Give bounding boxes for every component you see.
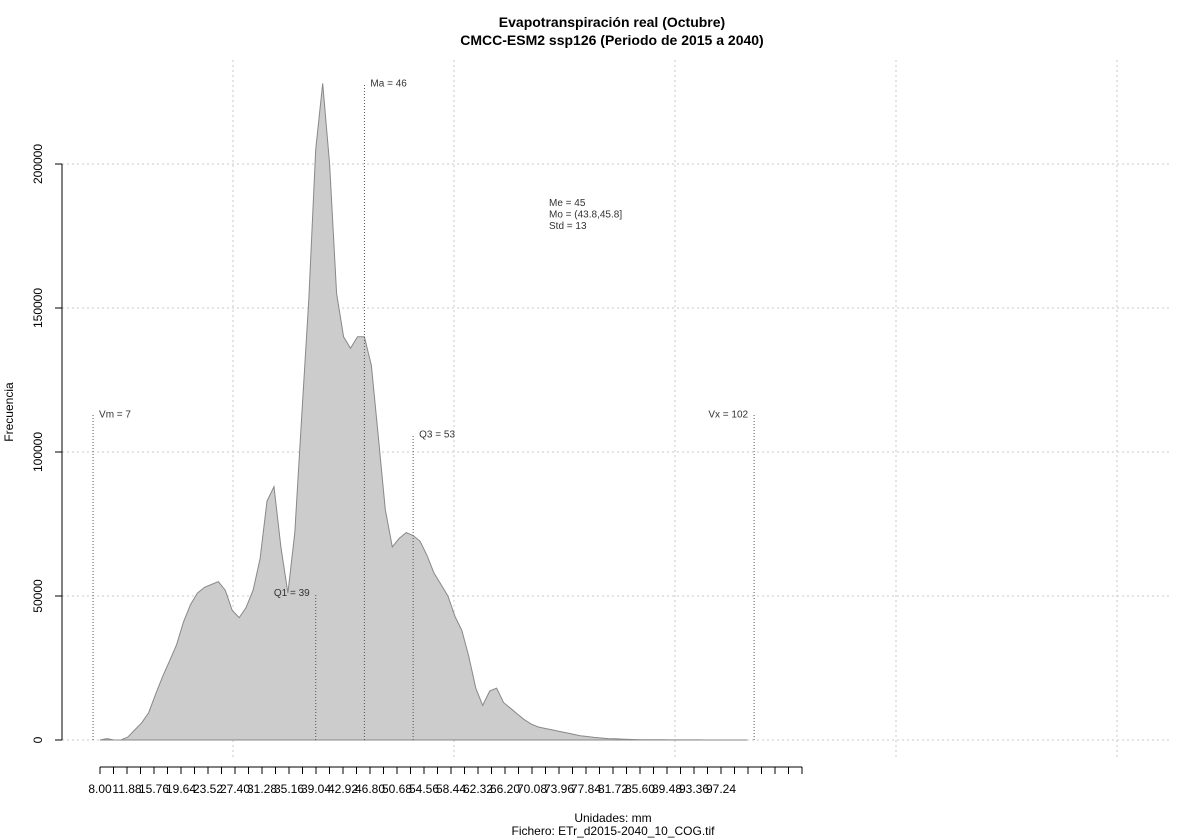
stat-text: Mo = (43.8,45.8] bbox=[549, 210, 622, 221]
x-tick-label: 15.76 bbox=[139, 782, 169, 796]
x-tick-label: 89.48 bbox=[652, 782, 682, 796]
marker-label: Vx = 102 bbox=[708, 410, 748, 421]
x-axis: 8.00 11.8815.7619.6423.5227.4031.2835.163… bbox=[88, 766, 803, 796]
x-tick-label: 70.08 bbox=[517, 782, 547, 796]
grid bbox=[62, 60, 1170, 760]
y-tick-label: 50000 bbox=[31, 579, 45, 613]
y-tick-label: 0 bbox=[31, 736, 45, 743]
marker-label: Ma = 46 bbox=[370, 78, 407, 89]
x-tick-label: 31.28 bbox=[247, 782, 277, 796]
file-name: Fichero: ETr_d2015-2040_10_COG.tif bbox=[512, 824, 716, 838]
x-tick-label: 11.88 bbox=[112, 782, 141, 796]
x-tick-label: 77.84 bbox=[571, 782, 601, 796]
marker-label: Q3 = 53 bbox=[419, 430, 455, 441]
x-tick-label: 39.04 bbox=[301, 782, 331, 796]
frequency-area-fill bbox=[99, 83, 748, 741]
x-axis-label: Unidades: mm bbox=[574, 811, 651, 825]
x-tick-label: 85.60 bbox=[625, 782, 655, 796]
x-tick-label: 46.80 bbox=[355, 782, 385, 796]
x-tick-label: 50.68 bbox=[382, 782, 412, 796]
x-tick-label: 58.44 bbox=[436, 782, 466, 796]
marker-label: Vm = 7 bbox=[99, 410, 131, 421]
annotations: Vm = 7 Q1 = 39 Ma = 46 Q3 = 53 Vx = 102 bbox=[92, 78, 755, 740]
x-tick-label: 62.32 bbox=[463, 782, 493, 796]
y-axis-label: Frecuencia bbox=[2, 382, 16, 442]
stat-text: Std = 13 bbox=[549, 221, 587, 232]
y-tick-label: 100000 bbox=[31, 432, 45, 472]
x-tick-label: 54.56 bbox=[409, 782, 439, 796]
chart-title: Evapotranspiración real (Octubre) bbox=[499, 14, 725, 30]
x-tick-label: 97.24 bbox=[706, 782, 736, 796]
stat-text: Me = 45 bbox=[549, 198, 586, 209]
x-tick-label: 27.40 bbox=[220, 782, 250, 796]
y-tick-label: 150000 bbox=[31, 288, 45, 328]
x-tick-label: 23.52 bbox=[193, 782, 223, 796]
frequency-area bbox=[99, 83, 748, 741]
y-tick-label: 200000 bbox=[31, 144, 45, 184]
x-tick-label: 66.20 bbox=[490, 782, 520, 796]
x-tick-label: 42.92 bbox=[328, 782, 358, 796]
chart-subtitle: CMCC-ESM2 ssp126 (Periodo de 2015 a 2040… bbox=[460, 32, 763, 48]
marker-label: Q1 = 39 bbox=[274, 588, 310, 599]
y-axis: 0 50000 100000 150000 200000 bbox=[31, 144, 63, 743]
x-tick-label: 81.72 bbox=[598, 782, 628, 796]
x-tick-label: 35.16 bbox=[274, 782, 304, 796]
x-tick-label: 73.96 bbox=[544, 782, 574, 796]
x-tick-label: 19.64 bbox=[166, 782, 196, 796]
x-tick-label: 8.00 bbox=[88, 782, 112, 796]
x-tick-label: 93.36 bbox=[679, 782, 709, 796]
